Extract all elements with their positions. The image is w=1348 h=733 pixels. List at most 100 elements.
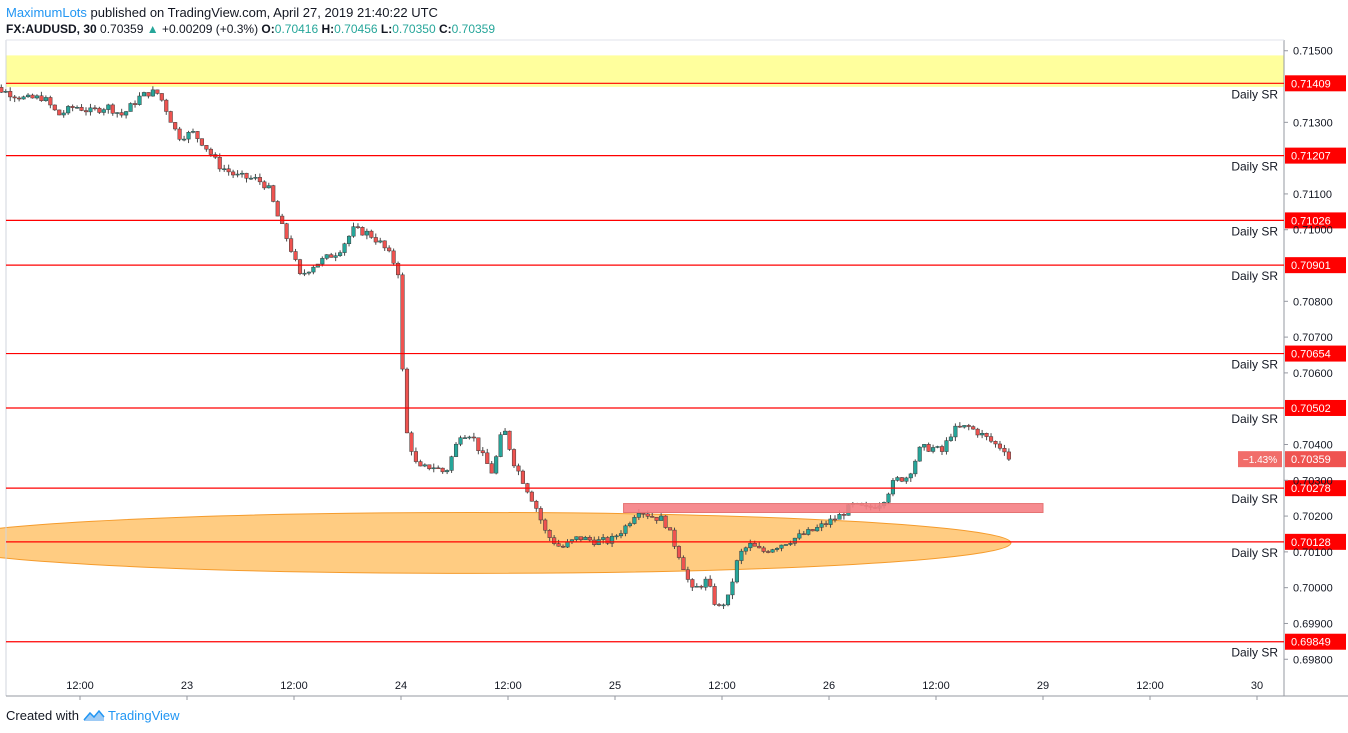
tradingview-brand-link[interactable]: TradingView	[107, 708, 180, 723]
candle-body	[618, 533, 624, 537]
candle-body	[173, 122, 178, 130]
sr-price-tag-label: 0.70128	[1291, 537, 1331, 549]
candle-body	[137, 95, 142, 105]
candle-body	[275, 201, 280, 217]
candle-body	[132, 103, 138, 105]
candle-body	[752, 542, 757, 547]
candle-body	[904, 477, 909, 482]
candle-body	[17, 97, 22, 100]
candle-body	[471, 436, 476, 439]
y-tick-label: 0.69800	[1293, 654, 1333, 666]
candle-body	[627, 523, 632, 527]
sr-price-tag-label: 0.71409	[1291, 78, 1331, 90]
candle-body	[480, 450, 485, 454]
candle-body	[293, 251, 298, 260]
candle-body	[115, 112, 120, 114]
candle-body	[400, 274, 405, 370]
x-tick-label: 23	[181, 680, 193, 692]
candle-body	[168, 111, 173, 123]
y-tick-label: 0.71000	[1293, 225, 1333, 237]
candle-body	[578, 536, 583, 541]
candle-body	[610, 535, 615, 544]
candle-body	[828, 518, 833, 525]
candle-body	[25, 94, 31, 98]
candle-body	[83, 110, 89, 113]
candle-body	[155, 89, 160, 94]
sr-price-tag-label: 0.70502	[1291, 403, 1331, 415]
candle-body	[333, 255, 338, 258]
author-link[interactable]: MaximumLots	[6, 5, 87, 20]
candle-body	[75, 106, 80, 109]
candle-body	[338, 252, 343, 256]
candle-body	[409, 432, 414, 452]
candle-body	[128, 103, 133, 112]
candle-body	[953, 425, 958, 438]
sr-price-tag	[1285, 345, 1346, 362]
candle-body	[222, 168, 227, 171]
x-tick-label: 12:00	[1136, 680, 1164, 692]
candle-body	[926, 444, 931, 452]
candle-body	[48, 97, 53, 106]
candle-body	[498, 434, 503, 457]
candle-body	[614, 535, 619, 538]
candle-body	[685, 569, 690, 580]
candle-body	[543, 519, 548, 531]
candle-body	[583, 537, 588, 541]
candle-body	[271, 185, 276, 202]
candle-body	[806, 529, 811, 535]
candle-body	[717, 604, 722, 606]
candle-body	[944, 440, 949, 452]
percent-change-label: −1.43%	[1243, 455, 1277, 466]
candle-body	[957, 425, 962, 428]
sr-label: Daily SR	[1231, 412, 1278, 426]
candle-body	[436, 467, 441, 470]
candle-body	[257, 177, 262, 183]
candle-body	[364, 230, 369, 236]
candle-body	[101, 109, 106, 113]
candle-body	[43, 97, 48, 102]
sr-price-tag-label: 0.70278	[1291, 483, 1331, 495]
published-text: published on TradingView.com, April 27, …	[90, 5, 438, 20]
candle-body	[199, 138, 204, 146]
candle-body	[783, 544, 789, 546]
candle-body	[186, 132, 191, 140]
candle-body	[667, 527, 673, 531]
candle-body	[195, 131, 200, 139]
x-tick-label: 12:00	[708, 680, 736, 692]
candle-body	[507, 430, 512, 450]
candle-body	[146, 92, 151, 97]
candle-body	[21, 96, 26, 100]
candle-body	[792, 537, 797, 544]
candle-body	[837, 514, 842, 520]
candle-body	[748, 542, 753, 549]
x-tick-label: 25	[609, 680, 621, 692]
orange-demand-ellipse	[0, 512, 1012, 574]
candle-body	[690, 579, 695, 588]
candle-body	[511, 449, 517, 467]
candle-body	[1006, 451, 1011, 460]
y-tick-label: 0.71100	[1293, 189, 1332, 201]
candle-body	[70, 106, 75, 108]
y-tick-label: 0.70100	[1293, 547, 1333, 559]
candle-body	[890, 480, 896, 495]
candle-body	[382, 240, 387, 249]
candle-body	[734, 560, 739, 583]
candle-body	[966, 425, 971, 427]
x-tick-label: 12:00	[494, 680, 522, 692]
candle-body	[801, 533, 806, 535]
candle-body	[373, 237, 378, 243]
candle-body	[311, 266, 316, 273]
candle-body	[980, 433, 985, 436]
candle-body	[141, 92, 147, 97]
percent-change-tag	[1238, 451, 1282, 468]
candle-body	[289, 238, 294, 252]
candle-body	[556, 543, 561, 547]
candle-body	[997, 443, 1003, 449]
last-price: 0.70359	[100, 22, 144, 36]
candle-body	[788, 543, 793, 545]
sr-price-tag	[1285, 399, 1346, 416]
candle-body	[623, 525, 628, 534]
candle-body	[467, 436, 472, 439]
candle-body	[516, 465, 521, 472]
